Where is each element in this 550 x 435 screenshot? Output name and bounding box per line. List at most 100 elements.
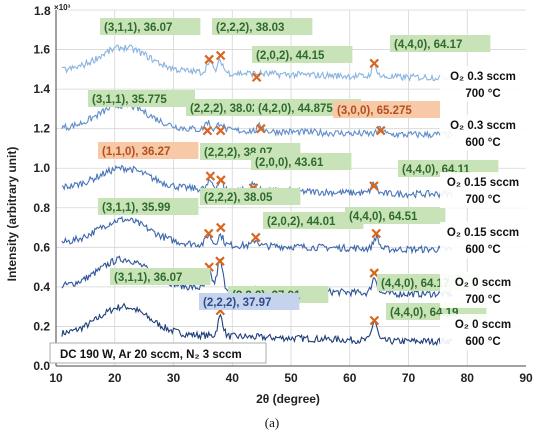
peak-label-bg — [263, 212, 364, 229]
y-exponent: ×10³ — [54, 3, 71, 12]
peak-marker — [216, 175, 226, 185]
peak-label-text: (3,1,1), 35.99 — [102, 202, 170, 214]
condition-text: DC 190 W, Ar 20 sccm, N₂ 3 sccm — [60, 349, 242, 361]
peak-marker — [215, 50, 226, 61]
series-label-line2: 700 °C — [465, 294, 500, 306]
peak-label: (3,0,0), 65.275 — [333, 101, 440, 118]
y-tick-label: 0.0 — [33, 359, 50, 373]
x-tick-label: 20 — [108, 371, 122, 385]
series-label-line1: O₂ 0 sccm — [455, 319, 511, 331]
y-tick-label: 0.8 — [33, 201, 50, 215]
x-tick-label: 80 — [461, 371, 475, 385]
peak-label-bg — [98, 198, 199, 215]
peak-label-bg — [251, 153, 352, 170]
axes — [55, 10, 526, 367]
series-label-bg — [440, 115, 526, 151]
peak-label: (2,2,2), 37.97 — [199, 293, 300, 310]
series-label-line2: 700 °C — [465, 194, 500, 206]
peak-label-text: (4,4,0), 64.51 — [349, 211, 418, 223]
x-tick-label: 30 — [167, 371, 181, 385]
peak-marker — [202, 125, 213, 136]
peak-label: (3,1,1), 35.775 — [88, 90, 195, 107]
series-label-bg — [440, 314, 526, 350]
peak-label-bg — [88, 90, 195, 107]
x-axis-label: 2θ (degree) — [256, 392, 320, 406]
peak-label: (2,2,2), 38.05 — [200, 188, 301, 205]
series-label-bg — [440, 272, 526, 308]
y-tick-label: 0.4 — [33, 280, 50, 294]
peak-label-bg — [199, 293, 300, 310]
peak-label-text: (2,0,2), 44.15 — [256, 50, 325, 62]
series-label-bg — [440, 222, 526, 258]
peak-label-text: (1,1,0), 36.27 — [102, 146, 170, 158]
peak-label-bg — [212, 18, 313, 35]
peak-label-text: (2,2,2), 38.05 — [204, 192, 273, 204]
series-label-bg — [440, 66, 526, 102]
peak-marker — [256, 123, 266, 134]
series-label-line1: O₂ 0.3 sccm — [450, 71, 516, 83]
series-label-line2: 600 °C — [465, 137, 500, 149]
y-tick-label: 1.2 — [33, 122, 50, 136]
peak-marker — [371, 228, 382, 239]
y-tick-label: 0.6 — [33, 240, 50, 254]
series-label: O₂ 0 sccm 600 °C — [440, 314, 526, 350]
peak-label: (4,4,0), 64.51 — [345, 207, 446, 224]
peak-label: (2,0,2), 44.01 — [263, 212, 364, 229]
series-label-line1: O₂ 0.15 sccm — [447, 227, 519, 239]
peak-label-text: (2,0,0), 43.61 — [255, 157, 324, 169]
peak-marker — [215, 256, 225, 266]
y-tick-label: 1.6 — [33, 43, 50, 57]
series-label-line2: 600 °C — [465, 336, 500, 348]
peak-label-text: (3,1,1), 35.775 — [92, 94, 167, 106]
peak-label-text: (4,4,0), 64.17 — [394, 39, 462, 51]
peak-label: (1,1,0), 36.27 — [98, 142, 199, 159]
x-tick-label: 60 — [343, 371, 357, 385]
peak-label: (3,1,1), 35.99 — [98, 198, 199, 215]
peak-marker — [369, 268, 380, 278]
peak-label-text: (2,2,2), 38.03 — [216, 22, 284, 34]
series-line-5 — [61, 44, 453, 82]
y-tick-label: 0.2 — [33, 319, 50, 333]
series-label: O₂ 0.3 sccm 700 °C — [440, 66, 526, 102]
peak-label-bg — [345, 207, 446, 224]
peak-label-text: (4,4,0), 64.17 — [381, 278, 449, 290]
condition-box: DC 190 W, Ar 20 sccm, N₂ 3 sccm — [49, 342, 267, 364]
peak-label-text: (3,1,1), 36.07 — [114, 272, 182, 284]
series-label-line1: O₂ 0.3 sccm — [450, 120, 516, 132]
x-tick-label: 40 — [226, 371, 240, 385]
peak-label-text: (3,1,1), 36.07 — [104, 22, 172, 34]
y-tick-label: 1.4 — [33, 82, 50, 96]
peak-label-bg — [390, 35, 491, 52]
y-exponent-top-value: 1.8 — [34, 4, 51, 18]
peak-label: (2,0,2), 44.15 — [252, 46, 353, 63]
series-line-0 — [61, 302, 453, 347]
peak-label-text: (2,0,2), 44.01 — [267, 216, 336, 228]
y-tick-label: 1.0 — [33, 161, 50, 175]
peak-label-bg — [333, 101, 440, 118]
peak-marker — [251, 232, 261, 243]
peak-label-bg — [252, 46, 353, 63]
series-label: O₂ 0.15 sccm 600 °C — [440, 222, 526, 258]
x-tick-label: 70 — [402, 371, 416, 385]
series-label: O₂ 0 sccm 700 °C — [440, 272, 526, 308]
series-label: O₂ 0.15 sccm 700 °C — [440, 172, 526, 208]
peak-label-text: (2,2,2), 37.97 — [203, 297, 271, 309]
peak-label-bg — [98, 142, 199, 159]
peak-marker — [203, 228, 214, 239]
peak-label-bg — [100, 18, 201, 35]
series-label-line1: O₂ 0.15 sccm — [447, 177, 519, 189]
y-exponent-label: 1.8 ×10³ — [34, 3, 71, 18]
peak-label: (3,1,1), 36.07 — [110, 268, 211, 285]
series-label: O₂ 0.3 sccm 600 °C — [440, 115, 526, 151]
peak-marker — [369, 58, 380, 69]
series-label-bg — [440, 172, 526, 208]
ticks: 0.0 0.2 0.4 0.6 0.8 1.0 1.2 1.4 1.6 10 20 30 40 50 60 7… — [33, 43, 533, 385]
peak-label: (2,2,2), 38.03 — [212, 18, 313, 35]
x-tick-label: 90 — [519, 371, 533, 385]
peak-marker — [215, 125, 226, 136]
y-axis-label: Intensity (arbitrary unit) — [5, 147, 19, 282]
series-label-line2: 600 °C — [465, 244, 500, 256]
series-line-2 — [61, 216, 453, 255]
series-label-line1: O₂ 0 sccm — [455, 277, 511, 289]
